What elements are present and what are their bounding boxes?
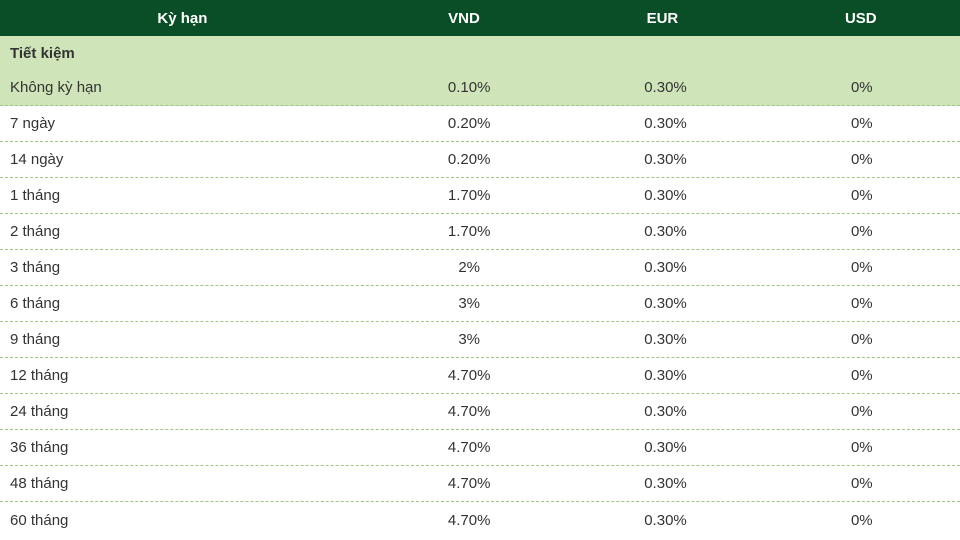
cell-eur: 0.30%: [567, 403, 763, 420]
table-row: 24 tháng4.70%0.30%0%: [0, 394, 960, 430]
cell-usd: 0%: [764, 475, 960, 492]
cell-usd: 0%: [764, 187, 960, 204]
table-row: 36 tháng4.70%0.30%0%: [0, 430, 960, 466]
cell-term: 9 tháng: [10, 331, 371, 348]
cell-vnd: 1.70%: [371, 223, 567, 240]
cell-usd: 0%: [764, 223, 960, 240]
cell-term: 7 ngày: [10, 115, 371, 132]
cell-term: 24 tháng: [10, 403, 371, 420]
cell-vnd: 4.70%: [371, 512, 567, 529]
cell-term: 3 tháng: [10, 259, 371, 276]
cell-eur: 0.30%: [567, 259, 763, 276]
cell-eur: 0.30%: [567, 187, 763, 204]
cell-eur: 0.30%: [567, 367, 763, 384]
cell-usd: 0%: [764, 295, 960, 312]
cell-vnd: 0.20%: [371, 151, 567, 168]
cell-usd: 0%: [764, 259, 960, 276]
cell-eur: 0.30%: [567, 475, 763, 492]
table-row: 60 tháng4.70%0.30%0%: [0, 502, 960, 538]
table-row: 48 tháng4.70%0.30%0%: [0, 466, 960, 502]
table-row: 7 ngày0.20%0.30%0%: [0, 106, 960, 142]
col-header-eur: EUR: [563, 10, 761, 27]
table-row: 1 tháng1.70%0.30%0%: [0, 178, 960, 214]
cell-eur: 0.30%: [567, 151, 763, 168]
table-row: 6 tháng3%0.30%0%: [0, 286, 960, 322]
cell-term: 36 tháng: [10, 439, 371, 456]
cell-eur: 0.30%: [567, 295, 763, 312]
cell-term: 6 tháng: [10, 295, 371, 312]
cell-vnd: 0.10%: [371, 79, 567, 96]
table-row: 9 tháng3%0.30%0%: [0, 322, 960, 358]
cell-term: 1 tháng: [10, 187, 371, 204]
cell-term: 48 tháng: [10, 475, 371, 492]
cell-term: 14 ngày: [10, 151, 371, 168]
col-header-vnd: VND: [365, 10, 563, 27]
cell-vnd: 1.70%: [371, 187, 567, 204]
cell-vnd: 4.70%: [371, 439, 567, 456]
cell-eur: 0.30%: [567, 115, 763, 132]
table-row: 3 tháng2%0.30%0%: [0, 250, 960, 286]
cell-eur: 0.30%: [567, 331, 763, 348]
cell-eur: 0.30%: [567, 223, 763, 240]
cell-vnd: 4.70%: [371, 475, 567, 492]
cell-vnd: 0.20%: [371, 115, 567, 132]
cell-usd: 0%: [764, 79, 960, 96]
table-body: Không kỳ hạn0.10%0.30%0%7 ngày0.20%0.30%…: [0, 70, 960, 538]
cell-usd: 0%: [764, 512, 960, 529]
section-label-row: Tiết kiệm: [0, 36, 960, 70]
cell-vnd: 2%: [371, 259, 567, 276]
cell-usd: 0%: [764, 115, 960, 132]
cell-term: 12 tháng: [10, 367, 371, 384]
cell-eur: 0.30%: [567, 439, 763, 456]
cell-vnd: 4.70%: [371, 403, 567, 420]
cell-usd: 0%: [764, 403, 960, 420]
cell-vnd: 3%: [371, 295, 567, 312]
cell-term: Không kỳ hạn: [10, 79, 371, 96]
table-header-row: Kỳ hạn VND EUR USD: [0, 0, 960, 36]
cell-vnd: 4.70%: [371, 367, 567, 384]
cell-term: 60 tháng: [10, 512, 371, 529]
interest-rate-table: Kỳ hạn VND EUR USD Tiết kiệm Không kỳ hạ…: [0, 0, 960, 538]
cell-eur: 0.30%: [567, 79, 763, 96]
table-row: Không kỳ hạn0.10%0.30%0%: [0, 70, 960, 106]
table-row: 14 ngày0.20%0.30%0%: [0, 142, 960, 178]
col-header-term: Kỳ hạn: [0, 10, 365, 27]
cell-usd: 0%: [764, 151, 960, 168]
section-label: Tiết kiệm: [10, 45, 75, 62]
table-row: 2 tháng1.70%0.30%0%: [0, 214, 960, 250]
cell-usd: 0%: [764, 367, 960, 384]
cell-vnd: 3%: [371, 331, 567, 348]
table-row: 12 tháng4.70%0.30%0%: [0, 358, 960, 394]
cell-eur: 0.30%: [567, 512, 763, 529]
col-header-usd: USD: [762, 10, 960, 27]
cell-usd: 0%: [764, 439, 960, 456]
cell-term: 2 tháng: [10, 223, 371, 240]
cell-usd: 0%: [764, 331, 960, 348]
